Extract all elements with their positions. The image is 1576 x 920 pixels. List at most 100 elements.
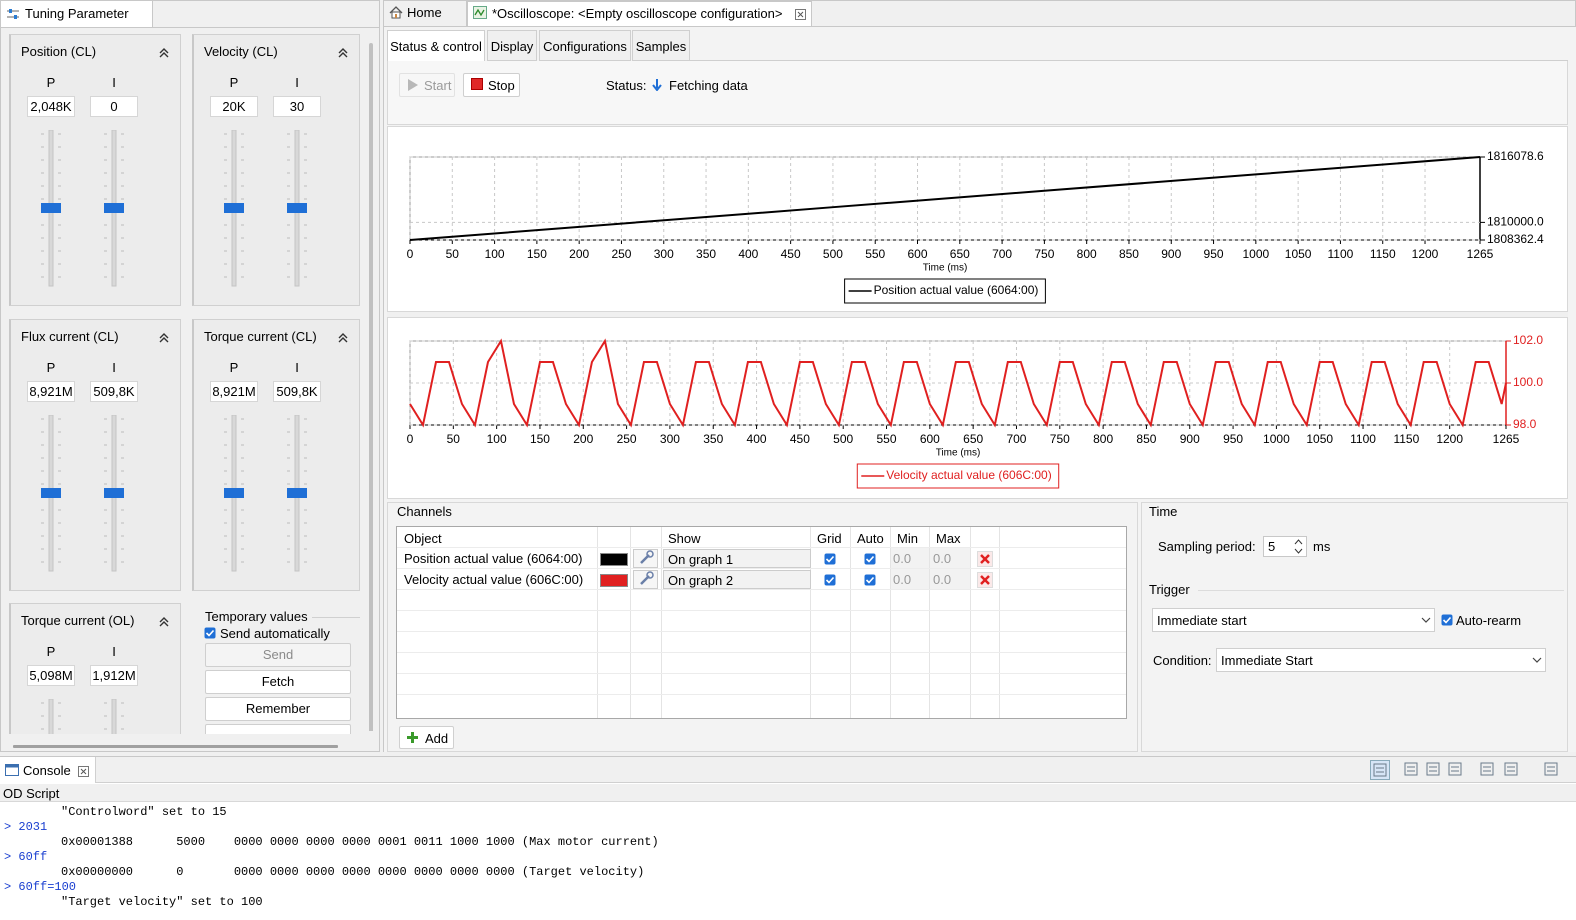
temporary-button[interactable]: Send	[205, 643, 351, 667]
sub-tab[interactable]: Samples	[632, 30, 690, 61]
console-line: > 60ff=100	[4, 880, 77, 894]
status-icon	[652, 79, 662, 94]
trigger-title: Trigger	[1149, 582, 1190, 597]
add-icon	[406, 731, 419, 747]
parameter-label: P	[46, 360, 56, 375]
stop-button[interactable]: Stop	[463, 73, 520, 97]
send-automatically-checkbox[interactable]	[204, 627, 216, 639]
grid-checkbox[interactable]	[824, 574, 836, 586]
parameter-value[interactable]: 509,8K	[273, 381, 321, 402]
parameter-value[interactable]: 30	[273, 96, 321, 117]
slider[interactable]	[39, 414, 63, 575]
parameter-value[interactable]: 8,921M	[210, 381, 258, 402]
auto-checkbox[interactable]	[864, 553, 876, 565]
console-tabbar	[0, 757, 1576, 783]
time-title: Time	[1149, 504, 1178, 519]
panel-content: Position (CL) P 2,048K I 0 Velocity (CL) P 20K I…	[1, 28, 367, 734]
row-line	[397, 652, 1126, 653]
temporary-button[interactable]: Fetch	[205, 670, 351, 694]
parameter-group: Velocity (CL) P 20K I 30	[192, 34, 360, 306]
channel-settings[interactable]	[633, 570, 658, 589]
slider[interactable]	[285, 414, 309, 575]
row-line	[397, 589, 1126, 590]
collapse-button[interactable]	[159, 615, 169, 630]
channels-title: Channels	[397, 504, 452, 519]
slider[interactable]	[102, 698, 126, 734]
sampling-input[interactable]: 5	[1263, 536, 1307, 557]
parameter-value[interactable]: 509,8K	[90, 381, 138, 402]
temporary-button[interactable]: Remember	[205, 697, 351, 721]
condition-select[interactable]: Immediate Start	[1216, 648, 1546, 672]
control-area	[387, 61, 1568, 125]
panel-tab[interactable]: Tuning Parameter	[1, 1, 153, 27]
home-icon	[389, 6, 403, 22]
start-button[interactable]: Start	[399, 73, 455, 97]
console-toolbar-button[interactable]	[1502, 760, 1522, 780]
slider[interactable]	[222, 414, 246, 575]
parameter-group: Position (CL) P 2,048K I 0	[9, 34, 181, 306]
send-automatically-label: Send automatically	[220, 626, 330, 641]
slider[interactable]	[285, 129, 309, 290]
spinner[interactable]	[1292, 537, 1305, 559]
parameter-value[interactable]: 2,048K	[27, 96, 75, 117]
console-line: > 2031	[4, 820, 48, 834]
console-toolbar-button[interactable]	[1478, 760, 1498, 780]
add-button[interactable]: Add	[399, 726, 454, 749]
trigger-mode[interactable]: Immediate start	[1152, 608, 1435, 632]
editor-tab-active[interactable]: *Oscilloscope: <Empty oscilloscope confi…	[467, 1, 812, 26]
collapse-button[interactable]	[159, 331, 169, 346]
channel-show[interactable]: On graph 1	[663, 549, 811, 568]
slider[interactable]	[39, 698, 63, 734]
console-close[interactable]	[78, 765, 89, 780]
collapse-button[interactable]	[338, 331, 348, 346]
slider[interactable]	[39, 129, 63, 290]
trigger-separator	[1198, 590, 1564, 591]
channel-show[interactable]: On graph 2	[663, 570, 811, 589]
stop-icon	[471, 78, 483, 93]
row-line	[397, 694, 1126, 695]
sub-tab[interactable]: Display	[487, 30, 537, 61]
row-line	[397, 673, 1126, 674]
console-toolbar-button[interactable]	[1370, 760, 1390, 780]
delete-channel[interactable]	[977, 551, 993, 570]
parameter-value[interactable]: 0	[90, 96, 138, 117]
slider[interactable]	[102, 414, 126, 575]
sampling-label: Sampling period:	[1158, 539, 1256, 554]
console-toolbar-button[interactable]	[1542, 760, 1562, 780]
temporary-button-cut[interactable]	[205, 724, 351, 734]
channel-settings[interactable]	[633, 549, 658, 568]
channel-color[interactable]	[600, 574, 628, 587]
channel-object: Position actual value (6064:00)	[404, 551, 583, 566]
parameter-value[interactable]: 1,912M	[90, 665, 138, 686]
column-header: Max	[936, 531, 961, 546]
sub-tab[interactable]: Status & control	[387, 30, 485, 61]
close-tab[interactable]	[795, 8, 806, 23]
column-line	[661, 527, 662, 718]
parameter-label: I	[295, 75, 299, 90]
collapse-button[interactable]	[159, 46, 169, 61]
status-label: Status:	[606, 78, 647, 93]
grid-checkbox[interactable]	[824, 553, 836, 565]
parameter-value[interactable]: 8,921M	[27, 381, 75, 402]
slider[interactable]	[222, 129, 246, 290]
auto-checkbox[interactable]	[864, 574, 876, 586]
channel-color[interactable]	[600, 553, 628, 566]
column-header: Show	[668, 531, 701, 546]
console-line: "Controlword" set to 15	[61, 805, 227, 819]
collapse-button[interactable]	[338, 46, 348, 61]
column-line	[999, 527, 1000, 718]
parameter-value[interactable]: 5,098M	[27, 665, 75, 686]
vertical-scrollbar	[367, 31, 375, 733]
parameter-label: I	[112, 644, 116, 659]
console-toolbar-button[interactable]	[1402, 760, 1422, 780]
sub-tab[interactable]: Configurations	[539, 30, 631, 61]
channel-min: 0.0	[891, 548, 929, 568]
auto-rearm-checkbox[interactable]	[1441, 614, 1453, 626]
slider[interactable]	[102, 129, 126, 290]
parameter-value[interactable]: 20K	[210, 96, 258, 117]
delete-channel[interactable]	[977, 572, 993, 591]
console-toolbar-button[interactable]	[1446, 760, 1466, 780]
console-line: "Target velocity" set to 100	[61, 895, 263, 909]
console-toolbar-button[interactable]	[1424, 760, 1444, 780]
